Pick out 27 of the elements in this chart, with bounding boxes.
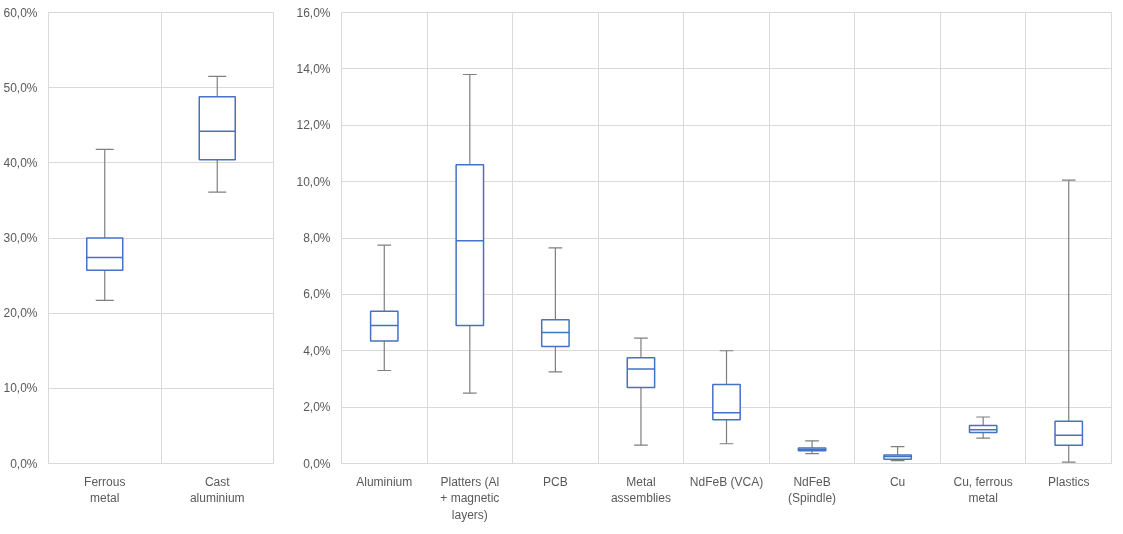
x-tick-label: Platters (Al + magnetic layers) [440,474,500,523]
y-tick-label: 2,0% [303,400,331,415]
y-tick-label: 12,0% [296,118,331,133]
x-tick-label: Aluminium [356,474,413,489]
y-tick-label: 40,0% [3,155,38,170]
y-tick-label: 8,0% [303,231,331,245]
x-tick-label: Metal assemblies [610,474,671,506]
y-tick-label: 50,0% [3,80,38,95]
y-tick-label: 0,0% [10,456,38,471]
y-tick-label: 20,0% [3,306,38,321]
x-tick-label: Ferrous metal [84,474,126,506]
x-tick-label: Cu, ferrous metal [953,474,1013,506]
y-tick-label: 60,0% [3,5,38,20]
y-tick-label: 10,0% [3,381,38,396]
x-tick-label: Plastics [1048,474,1090,489]
x-tick-label: NdFeB (VCA) [689,474,764,489]
x-tick-label: NdFeB (Spindle) [788,474,837,506]
y-tick-label: 16,0% [296,5,331,20]
y-tick-label: 4,0% [303,343,331,358]
x-tick-label: Cu [889,474,906,489]
x-tick-label: PCB [543,474,568,489]
y-tick-label: 30,0% [3,231,38,245]
y-tick-label: 10,0% [296,174,331,189]
y-tick-label: 14,0% [296,61,331,76]
y-tick-label: 6,0% [303,287,331,302]
y-tick-label: 0,0% [303,456,331,471]
x-tick-label: Cast aluminium [189,474,245,506]
